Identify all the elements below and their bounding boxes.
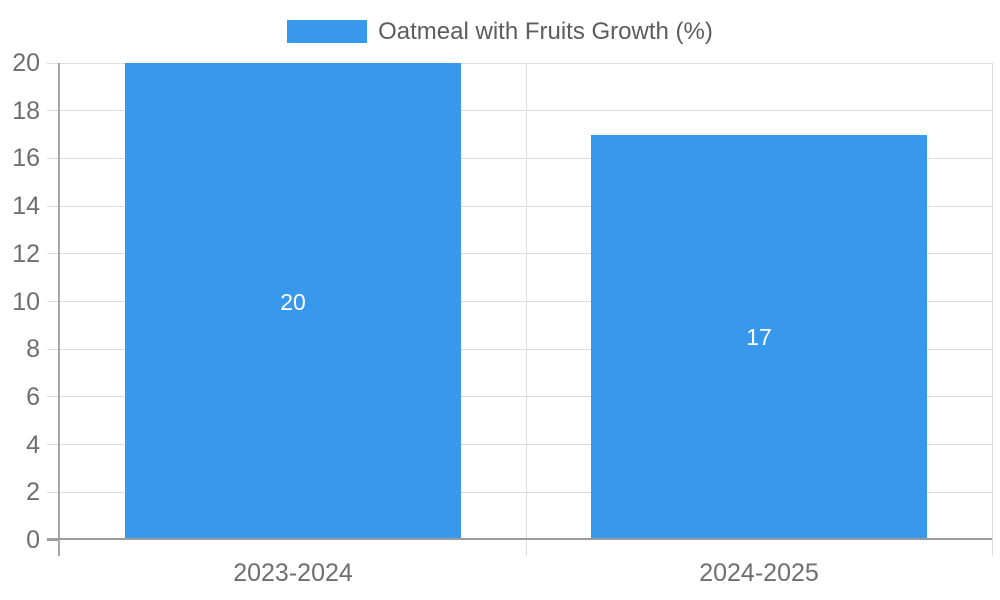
- y-axis-line: [58, 63, 60, 556]
- y-gridline: [47, 348, 992, 350]
- legend-item[interactable]: Oatmeal with Fruits Growth (%): [287, 19, 713, 44]
- y-axis-tick-label: 0: [26, 526, 40, 554]
- category-separator: [991, 63, 993, 556]
- legend: Oatmeal with Fruits Growth (%): [0, 19, 1000, 44]
- legend-label: Oatmeal with Fruits Growth (%): [378, 18, 713, 45]
- y-gridline: [47, 110, 992, 112]
- bar-value-label: 17: [746, 324, 772, 351]
- category-separator: [525, 63, 527, 556]
- legend-swatch: [287, 20, 368, 43]
- y-axis-tick-label: 10: [12, 287, 40, 316]
- y-axis-tick-label: 2: [26, 478, 40, 507]
- y-axis-tick-label: 14: [12, 192, 40, 221]
- y-gridline: [47, 62, 992, 64]
- y-gridline: [47, 396, 992, 398]
- x-axis-line: [47, 538, 992, 540]
- y-axis-tick-label: 6: [26, 382, 40, 411]
- y-tick-zero: [47, 539, 60, 541]
- bar-value-label: 20: [280, 288, 306, 315]
- y-axis-tick-label: 18: [12, 96, 40, 125]
- y-gridline: [47, 491, 992, 493]
- y-gridline: [47, 253, 992, 255]
- y-axis-tick-label: 12: [12, 239, 40, 268]
- y-axis-tick-label: 8: [26, 335, 40, 364]
- y-gridline: [47, 444, 992, 446]
- x-axis-category-label: 2024-2025: [699, 559, 819, 587]
- bar-2023-2024[interactable]: [124, 63, 462, 538]
- y-gridline: [47, 157, 992, 159]
- bar-2024-2025[interactable]: [590, 134, 928, 538]
- y-gridline: [47, 205, 992, 207]
- y-axis-tick-label: 16: [12, 144, 40, 173]
- y-axis-tick-label: 20: [12, 49, 40, 77]
- y-gridline: [47, 301, 992, 302]
- y-axis-tick-label: 4: [26, 430, 40, 459]
- x-axis-category-label: 2023-2024: [233, 559, 353, 587]
